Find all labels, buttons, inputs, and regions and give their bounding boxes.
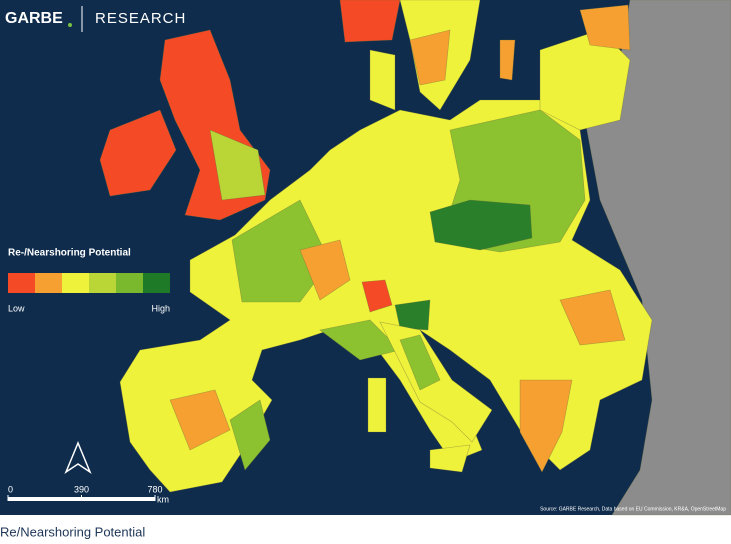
- norway: [339, 0, 401, 43]
- legend-low: Low: [8, 303, 25, 313]
- region: [399, 334, 441, 391]
- map: [99, 0, 731, 516]
- ireland: [99, 109, 177, 197]
- region: [229, 399, 271, 471]
- scale-unit: km: [157, 494, 169, 504]
- region: [169, 389, 231, 451]
- greece: [519, 379, 573, 473]
- legend-high: High: [151, 303, 170, 313]
- region: [429, 199, 533, 251]
- region: [579, 4, 631, 51]
- legend-swatch: [8, 273, 35, 293]
- region: [299, 239, 351, 301]
- caption: Re/Nearshoring Potential: [0, 524, 145, 539]
- legend-swatch: [116, 273, 143, 293]
- logo-brand: GARBE: [5, 10, 63, 27]
- island: [367, 377, 387, 433]
- scale-tick-label: 390: [74, 484, 89, 494]
- scale-tick-label: 780: [147, 484, 162, 494]
- denmark: [369, 49, 396, 111]
- legend-swatch: [35, 273, 62, 293]
- source-note: Source: GARBE Research, Data based on EU…: [540, 506, 726, 512]
- island: [499, 39, 516, 81]
- region: [559, 289, 626, 346]
- region: [209, 129, 266, 201]
- legend-title: Re-/Nearshoring Potential: [8, 248, 131, 259]
- north-arrow: [64, 441, 92, 474]
- region: [409, 29, 451, 86]
- logo-division: RESEARCH: [95, 10, 186, 27]
- legend-swatch: [143, 273, 170, 293]
- region: [394, 299, 431, 331]
- legend-scale: [8, 273, 170, 293]
- logo-dot: [68, 23, 72, 27]
- legend-swatch: [89, 273, 116, 293]
- legend-swatch: [62, 273, 89, 293]
- scale-tick-label: 0: [8, 484, 13, 494]
- island: [429, 444, 471, 473]
- region: [361, 279, 393, 313]
- scale-bar: km 0 390 780: [7, 484, 169, 504]
